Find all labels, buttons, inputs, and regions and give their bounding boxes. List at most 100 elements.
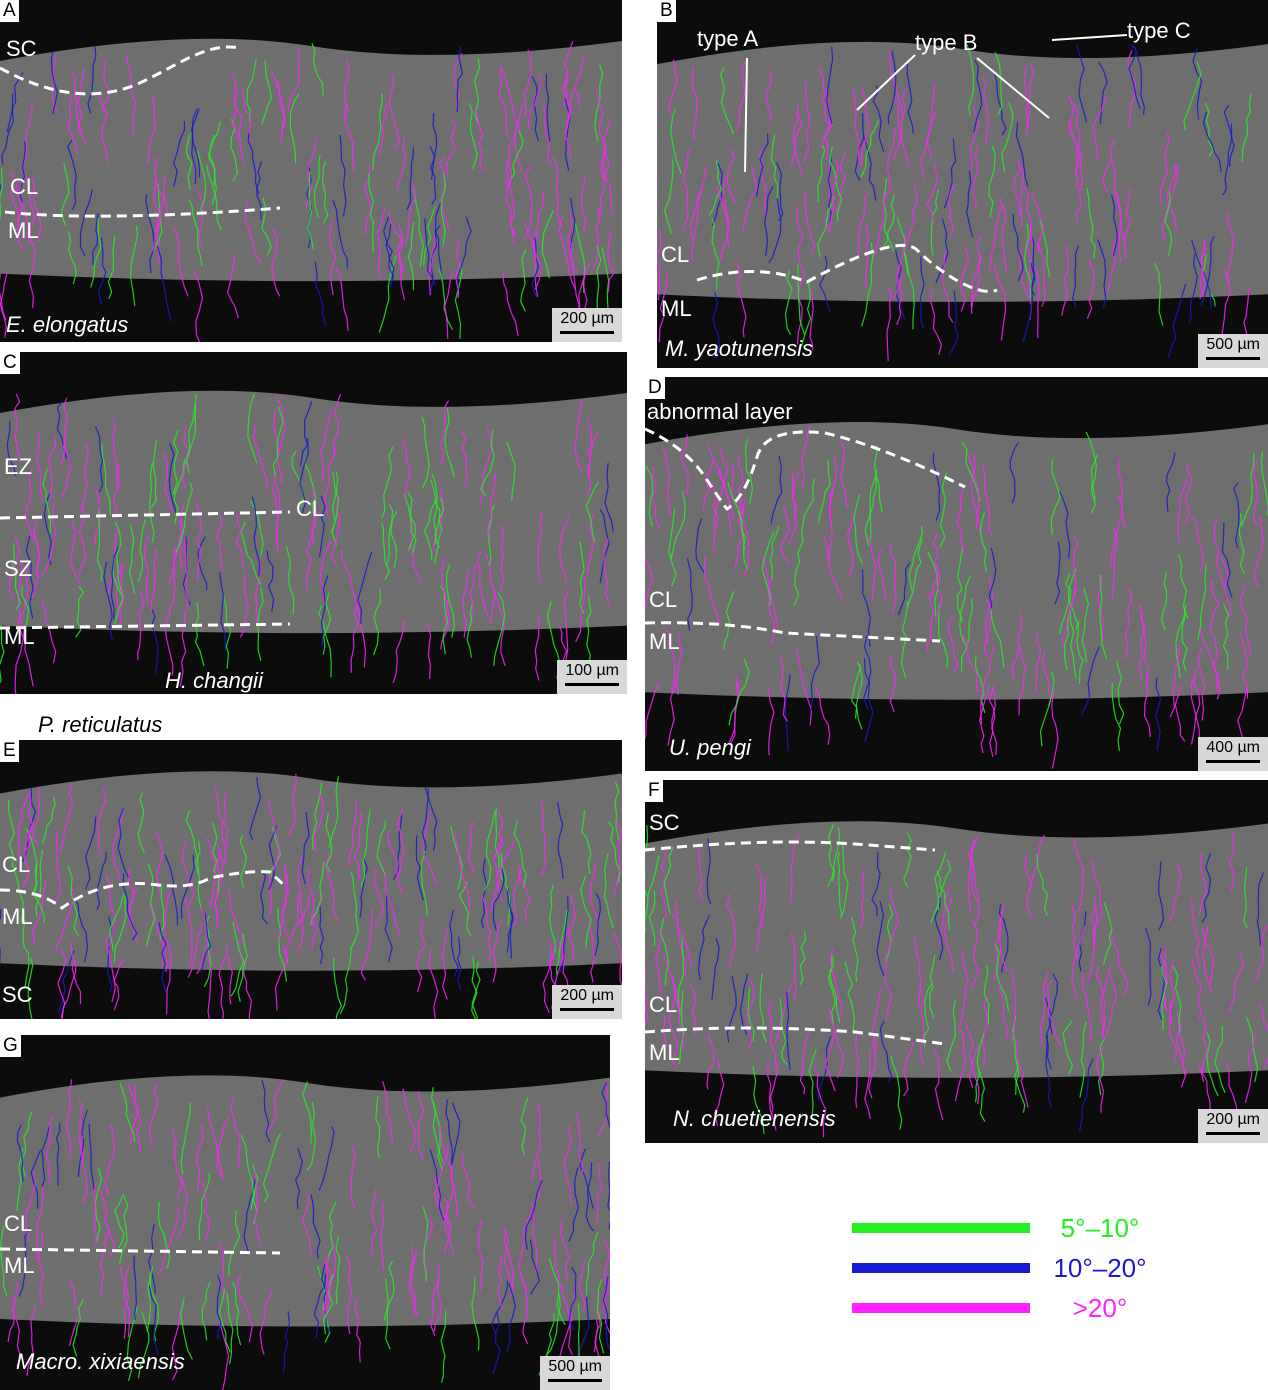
- boundary-trace: [553, 1237, 564, 1292]
- boundary-trace: [498, 67, 510, 139]
- boundary-trace: [1111, 682, 1122, 751]
- boundary-trace: [67, 94, 78, 155]
- boundary-trace: [381, 522, 390, 580]
- boundary-trace: [918, 985, 925, 1065]
- legend-label: 5°–10°: [1061, 1213, 1140, 1243]
- boundary-trace: [512, 863, 522, 928]
- boundary-trace: [218, 572, 226, 650]
- boundary-trace: [112, 558, 124, 625]
- boundary-trace: [578, 1259, 586, 1313]
- boundary-trace: [799, 1030, 810, 1095]
- micrograph: [657, 0, 1268, 368]
- boundary-trace: [424, 218, 437, 286]
- boundary-trace: [247, 132, 260, 195]
- boundary-trace: [370, 1189, 378, 1257]
- boundary-trace: [1035, 242, 1046, 307]
- boundary-trace: [119, 1195, 129, 1264]
- boundary-trace: [686, 558, 693, 631]
- boundary-trace: [311, 782, 323, 851]
- boundary-trace: [1239, 585, 1252, 659]
- boundary-trace: [779, 998, 788, 1066]
- boundary-trace: [0, 625, 5, 684]
- boundary-trace: [289, 93, 300, 164]
- boundary-trace: [708, 160, 723, 216]
- boundary-trace: [1160, 966, 1168, 1031]
- boundary-trace: [829, 957, 841, 1023]
- boundary-trace: [379, 1202, 385, 1270]
- boundary-trace: [444, 270, 454, 339]
- boundary-trace: [20, 1111, 33, 1177]
- boundary-trace: [506, 159, 516, 237]
- boundary-trace: [193, 269, 204, 342]
- boundary-trace: [444, 408, 455, 477]
- boundary-trace: [260, 869, 268, 925]
- boundary-trace: [422, 1206, 429, 1282]
- boundary-trace: [112, 811, 124, 880]
- boundary-trace: [226, 252, 239, 319]
- boundary-trace: [1044, 997, 1052, 1069]
- layer-boundary: [0, 45, 241, 96]
- boundary-trace: [273, 471, 281, 553]
- boundary-trace: [148, 903, 168, 973]
- boundary-trace: [230, 921, 245, 997]
- boundary-trace: [196, 150, 207, 216]
- boundary-trace: [531, 1102, 541, 1180]
- boundary-trace: [217, 1117, 230, 1181]
- boundary-trace: [114, 521, 124, 596]
- boundary-trace: [824, 1030, 836, 1092]
- boundary-trace: [663, 846, 674, 914]
- boundary-trace: [763, 186, 774, 256]
- boundary-trace: [378, 255, 397, 333]
- boundary-trace: [532, 190, 545, 247]
- boundary-trace: [1239, 633, 1249, 699]
- boundary-trace: [218, 954, 228, 1019]
- boundary-trace: [396, 134, 407, 191]
- boundary-trace: [663, 953, 681, 1015]
- boundary-trace: [739, 973, 749, 1036]
- boundary-trace: [1062, 1020, 1073, 1075]
- boundary-trace: [719, 66, 734, 135]
- boundary-trace: [137, 1312, 150, 1379]
- boundary-trace: [96, 852, 107, 911]
- boundary-trace: [504, 178, 515, 245]
- boundary-trace: [513, 820, 527, 888]
- boundary-trace: [28, 233, 36, 309]
- boundary-trace: [645, 967, 649, 1026]
- boundary-trace: [46, 1115, 54, 1182]
- boundary-trace: [978, 1069, 986, 1122]
- boundary-trace: [876, 900, 885, 976]
- region-label: type B: [915, 30, 978, 55]
- boundary-trace: [1081, 587, 1089, 663]
- boundary-trace: [1183, 61, 1202, 131]
- boundary-trace: [236, 1273, 253, 1343]
- boundary-trace: [285, 892, 300, 966]
- boundary-trace: [939, 471, 948, 548]
- boundary-trace: [1033, 266, 1040, 339]
- boundary-trace: [861, 242, 874, 327]
- boundary-trace: [100, 1188, 116, 1257]
- legend: 5°–10° 10°–20° >20°: [852, 1213, 1147, 1323]
- boundary-trace: [184, 536, 189, 609]
- boundary-trace: [851, 661, 862, 719]
- boundary-trace: [558, 515, 570, 583]
- boundary-trace: [101, 443, 111, 516]
- boundary-trace: [430, 479, 441, 549]
- panel-letter: E: [0, 740, 19, 762]
- boundary-trace: [262, 1133, 282, 1203]
- boundary-trace: [254, 1171, 262, 1246]
- boundary-trace: [277, 79, 286, 143]
- boundary-trace: [168, 546, 177, 611]
- boundary-trace: [98, 94, 109, 163]
- boundary-trace: [521, 1277, 529, 1345]
- boundary-trace: [243, 958, 253, 1019]
- region-label: CL: [661, 242, 690, 267]
- boundary-trace: [529, 1239, 541, 1295]
- boundary-trace: [387, 832, 403, 895]
- boundary-trace: [790, 112, 803, 168]
- boundary-trace: [277, 907, 288, 982]
- boundary-trace: [645, 466, 654, 527]
- boundary-trace: [1134, 46, 1145, 116]
- boundary-trace: [1177, 478, 1188, 542]
- boundary-trace: [198, 1173, 211, 1241]
- scale-label: 200 µm: [1206, 1111, 1260, 1128]
